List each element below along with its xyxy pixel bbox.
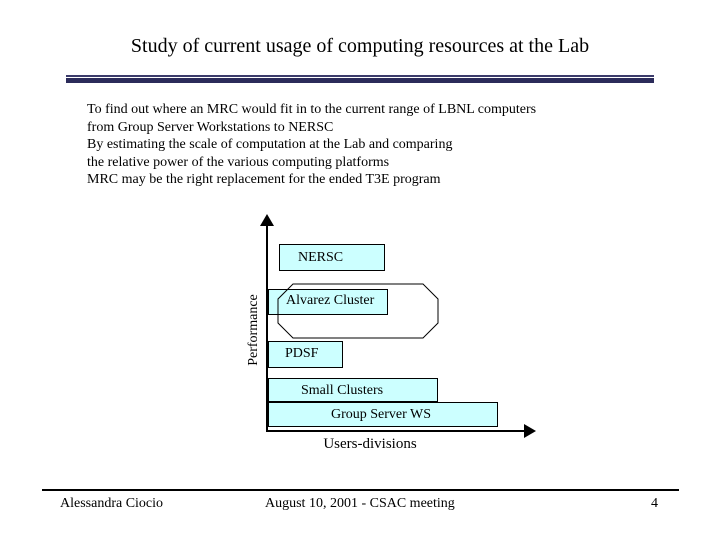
small-clusters-label: Small Clusters <box>301 383 384 398</box>
intro-line: the relative power of the various comput… <box>87 154 390 170</box>
nersc-box: NERSC <box>279 244 385 271</box>
group-server-ws-label: Group Server WS <box>331 407 432 422</box>
x-axis <box>266 430 528 432</box>
footer-event: August 10, 2001 - CSAC meeting <box>265 496 455 511</box>
mrc-target-octagon <box>277 283 439 339</box>
nersc-label: NERSC <box>298 250 344 265</box>
footer-divider <box>42 489 679 491</box>
y-axis <box>266 222 268 432</box>
intro-text: To find out where an MRC would fit in to… <box>87 101 536 189</box>
footer-author: Alessandra Ciocio <box>60 496 164 511</box>
intro-line: MRC may be the right replacement for the… <box>87 172 441 187</box>
pdsf-label: PDSF <box>285 346 319 361</box>
x-axis-arrow-icon <box>524 424 536 438</box>
title-divider-thin <box>66 75 654 77</box>
pdsf-box: PDSF <box>268 341 343 368</box>
intro-line: To find out where an MRC would fit in to… <box>87 102 537 117</box>
y-axis-arrow-icon <box>260 214 274 226</box>
small-clusters-box: Small Clusters <box>268 378 438 402</box>
y-axis-label: Performance <box>246 294 261 366</box>
x-axis-label: Users-divisions <box>323 436 417 452</box>
title-divider-thick <box>66 78 654 83</box>
intro-line: By estimating the scale of computation a… <box>87 137 453 152</box>
page-number: 4 <box>651 496 658 511</box>
intro-line: from Group Server Workstations to NERSC <box>87 119 334 135</box>
alvarez-cluster-label: Alvarez Cluster <box>286 293 375 308</box>
alvarez-cluster-box: Alvarez Cluster <box>268 289 388 315</box>
slide-title: Study of current usage of computing reso… <box>130 35 590 57</box>
group-server-ws-box: Group Server WS <box>268 402 498 427</box>
